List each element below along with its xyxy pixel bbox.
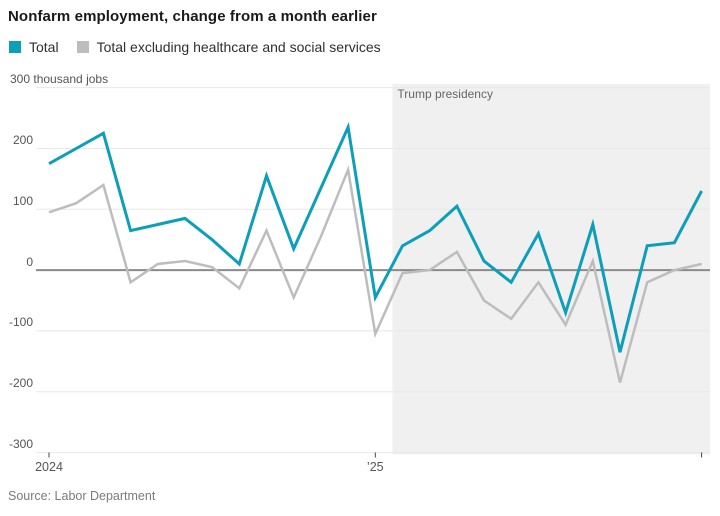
y-axis-label: -200 [8,376,33,391]
region-annotation: Trump presidency [397,87,493,101]
y-axis-label: 200 [12,133,33,147]
total-series-line [48,121,703,353]
y-axis-label: 300 thousand jobs [10,72,109,87]
x-axis-label: ’25 [366,460,384,474]
legend-item-ex-healthcare: Total excluding healthcare and social se… [76,39,381,55]
source-note: Source: Labor Department [8,489,156,503]
legend-label-ex-healthcare: Total excluding healthcare and social se… [96,39,381,55]
y-axis-label: 100 [12,193,33,208]
x-axis-label: 2024 [35,460,63,474]
legend-label-total: Total [29,39,59,55]
ex-healthcare-series-line [48,165,702,383]
legend: Total Total excluding healthcare and soc… [9,39,381,55]
legend-item-total: Total [9,39,59,55]
y-axis-label: 0 [26,254,33,269]
y-axis-label: -100 [8,315,33,330]
legend-swatch-ex-healthcare-icon [76,41,89,53]
y-axis-label: -300 [8,437,33,452]
legend-swatch-total-icon [9,41,21,53]
chart-title: Nonfarm employment, change from a month … [8,8,377,25]
